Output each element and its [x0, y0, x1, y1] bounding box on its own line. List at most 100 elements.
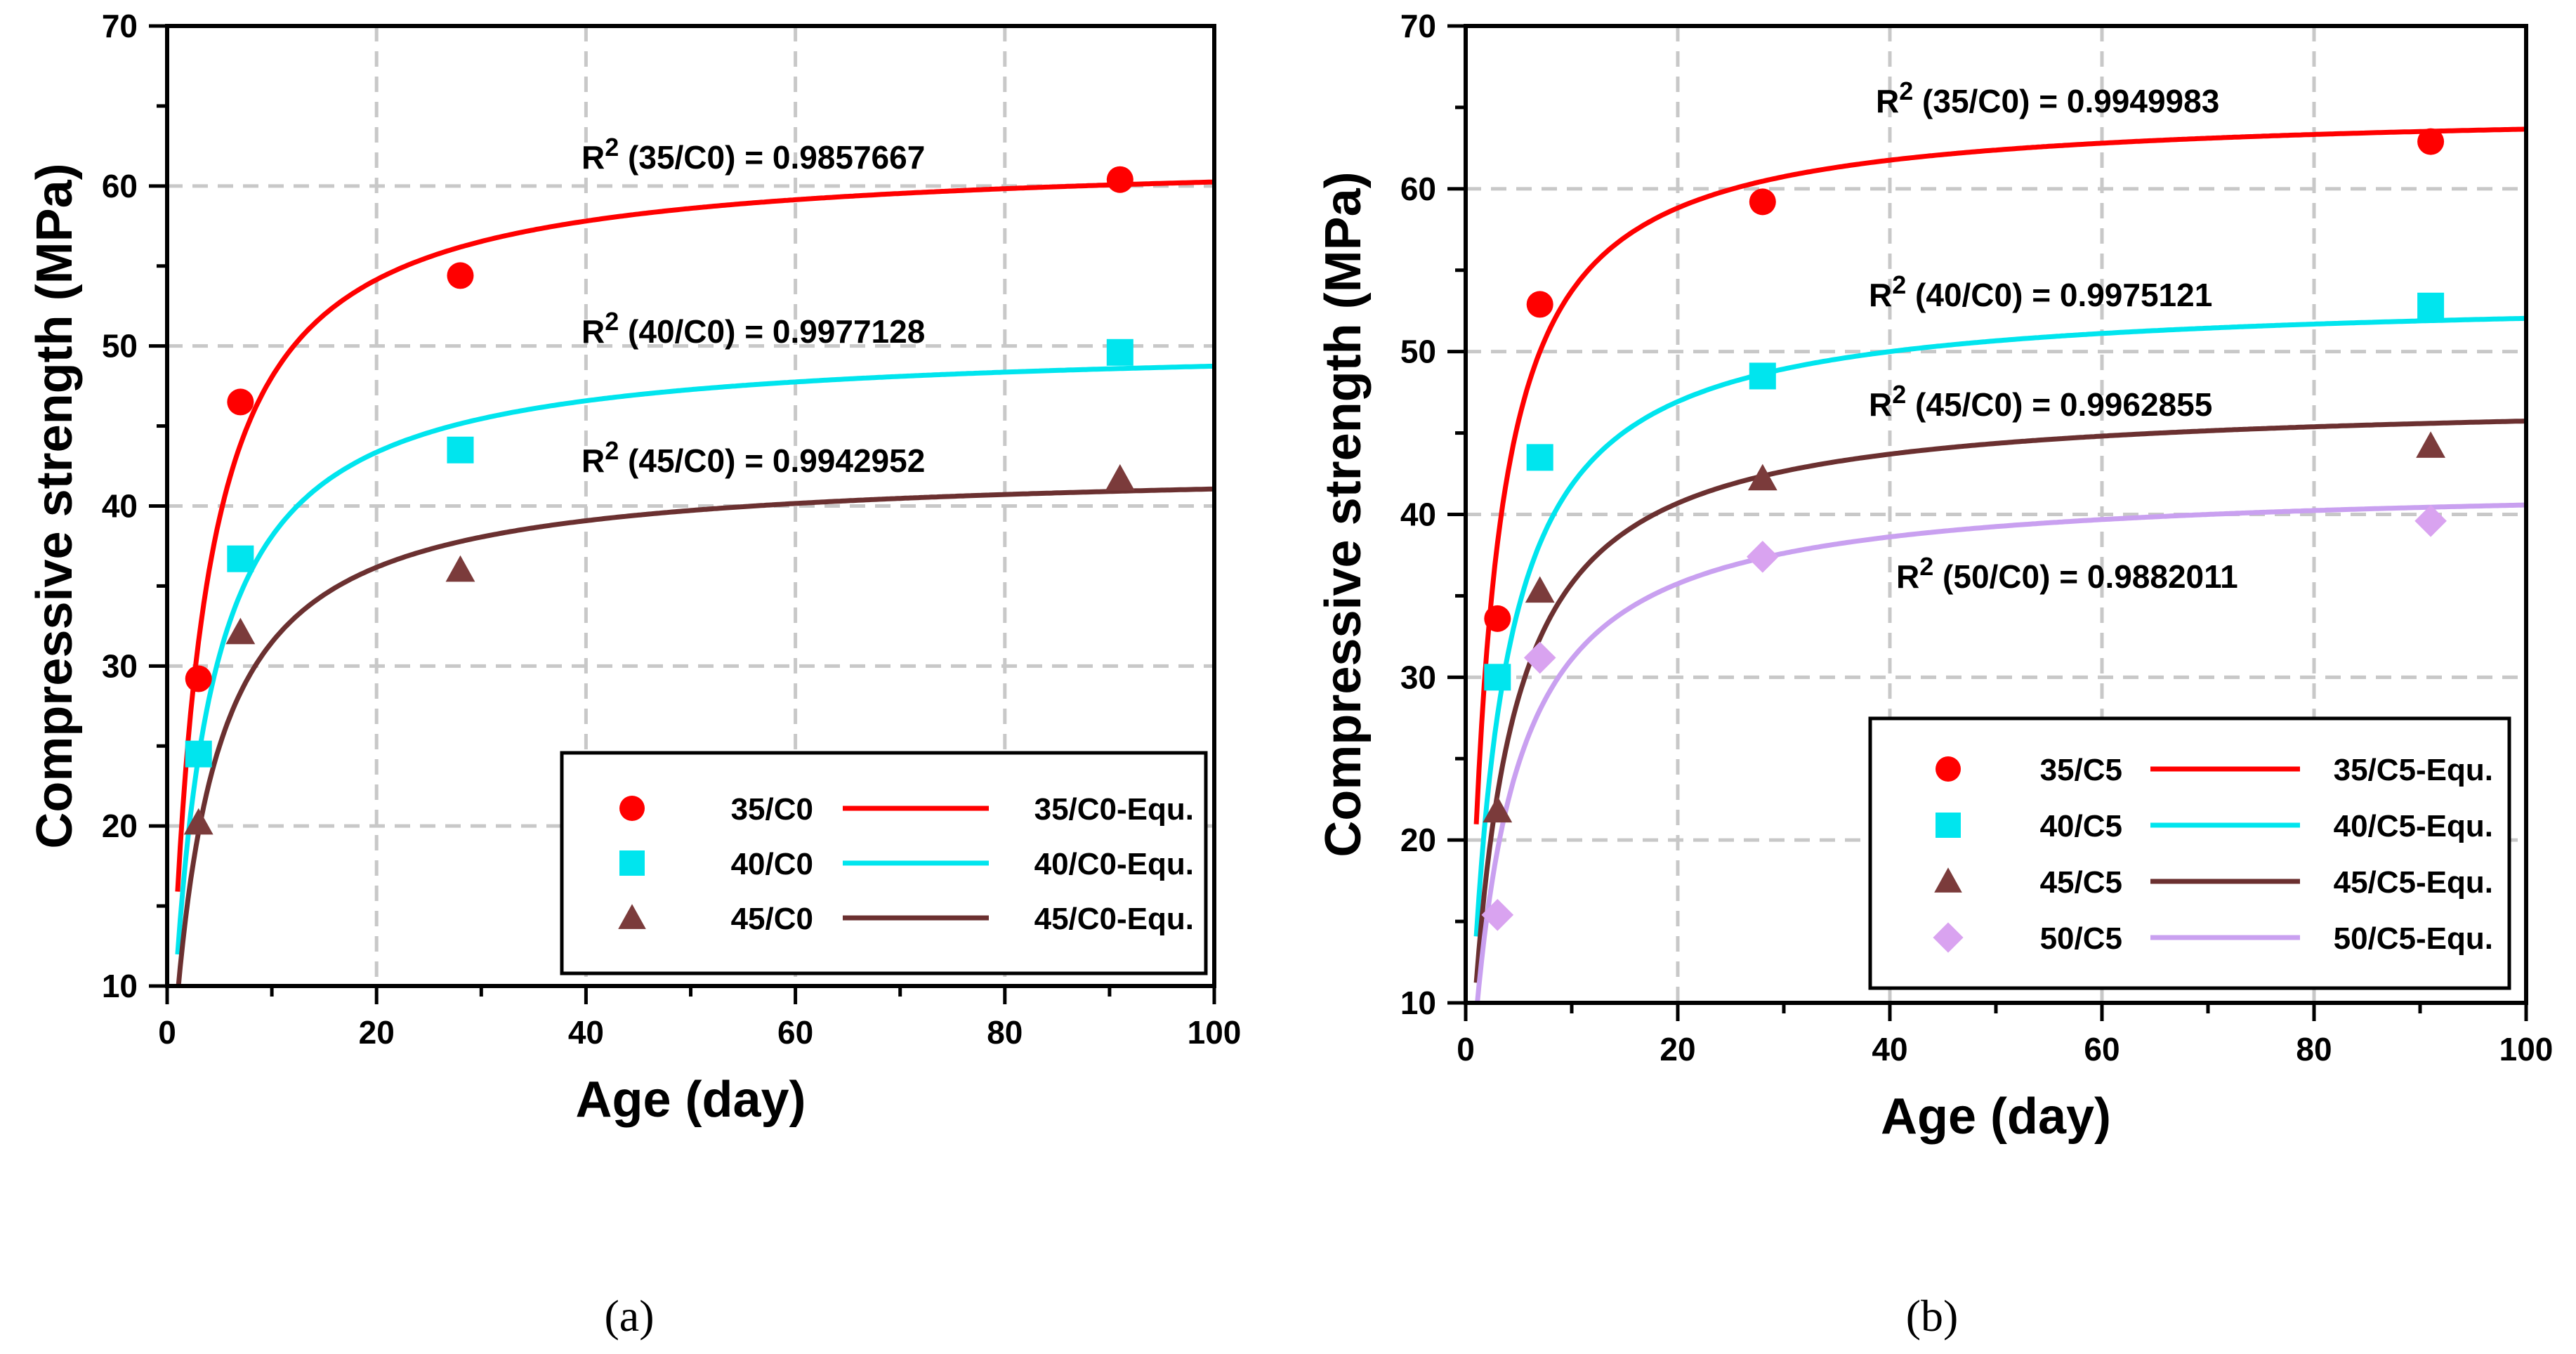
y-tick-label: 70	[102, 8, 138, 44]
legend-marker	[619, 796, 645, 821]
r-squared-annotation: R2 (45/C0) = 0.9942952	[581, 436, 925, 479]
r-squared-annotation: R2 (40/C0) = 0.9977128	[581, 307, 925, 350]
y-tick-label: 70	[1400, 8, 1436, 44]
fit-curve-40-c5	[1473, 315, 2526, 937]
fit-curve-45-c0	[176, 486, 1214, 986]
legend-label: 50/C5	[2040, 921, 2122, 956]
y-tick-label: 60	[102, 168, 138, 204]
x-tick-label: 0	[1457, 1031, 1475, 1067]
legend-label: 40/C5	[2040, 809, 2122, 843]
data-point	[183, 808, 213, 835]
fit-curves	[1473, 126, 2526, 1003]
fit-curve-45-c5	[1473, 419, 2526, 983]
x-tick-label: 100	[1188, 1014, 1242, 1051]
legend-label: 45/C5	[2040, 865, 2122, 900]
y-tick-label: 10	[102, 968, 138, 1004]
legend-label: 40/C0	[731, 847, 813, 881]
y-tick-label: 40	[102, 488, 138, 525]
fit-curve-35-c0	[175, 179, 1214, 892]
x-tick-label: 60	[2084, 1031, 2120, 1067]
data-point	[2417, 128, 2445, 155]
x-tick-label: 60	[777, 1014, 813, 1051]
legend-marker	[618, 904, 646, 929]
legend-fit-label: 35/C5-Equ.	[2334, 753, 2493, 787]
x-tick-label: 20	[359, 1014, 395, 1051]
legend-fit-label: 35/C0-Equ.	[1034, 792, 1194, 827]
legend-marker	[1936, 813, 1961, 838]
data-point	[1106, 166, 1133, 193]
data-point	[1484, 664, 1511, 691]
panel-a-caption: (a)	[604, 1291, 654, 1341]
y-tick-label: 60	[1400, 171, 1436, 207]
legend-fit-label: 50/C5-Equ.	[2334, 921, 2493, 956]
data-point	[447, 262, 474, 289]
data-point	[227, 388, 254, 416]
data-point	[447, 436, 474, 464]
fit-curve-50-c5	[1475, 502, 2526, 1003]
fit-curve-40-c0	[175, 363, 1214, 955]
y-tick-label: 20	[1400, 822, 1436, 858]
data-point	[1483, 796, 1513, 823]
data-point	[1749, 188, 1776, 216]
data-point	[1526, 444, 1553, 471]
panel-a-chart: 0 20 40 60 80 100 10 20 30 40 50 60 70 Age (day) Compr…	[27, 8, 1241, 1128]
x-tick-label: 20	[1660, 1031, 1695, 1067]
r-squared-annotation: R2 (50/C0) = 0.9882011	[1896, 552, 2238, 595]
legend-fit-label: 40/C5-Equ.	[2334, 809, 2493, 843]
y-tick-label: 30	[102, 648, 138, 684]
legend-fit-label: 40/C0-Equ.	[1034, 847, 1194, 881]
data-point	[185, 665, 212, 692]
legend: 35/C5 35/C5-Equ. 40/C5 40/C5-Equ. 45/C5 45/C5…	[1868, 716, 2511, 990]
r-squared-annotation: R2 (35/C0) = 0.9857667	[581, 133, 925, 176]
data-point	[1525, 576, 1555, 603]
data-point	[227, 545, 254, 572]
legend-label: 35/C5	[2040, 753, 2122, 787]
y-axis-title: Compressive strength (MPa)	[1315, 171, 1372, 857]
data-point	[445, 555, 475, 582]
legend-marker	[619, 850, 645, 876]
fit-curve-35-c5	[1473, 126, 2526, 824]
legend: 35/C0 35/C0-Equ. 40/C0 40/C0-Equ. 45/C0 45/C0…	[560, 751, 1208, 975]
data-point	[1523, 641, 1556, 674]
x-axis-title: Age (day)	[1881, 1089, 2111, 1145]
data-point	[1749, 362, 1776, 390]
data-points	[1481, 128, 2447, 931]
data-point	[1106, 338, 1133, 366]
ticks: 0 20 40 60 80 100 10 20 30 40 50 60 70	[1400, 8, 2554, 1067]
r-squared-annotation: R2 (45/C0) = 0.9962855	[1869, 380, 2212, 423]
panel-b-chart: 0 20 40 60 80 100 10 20 30 40 50 60 70 Age (day) Compr…	[1315, 8, 2553, 1145]
data-point	[185, 740, 212, 768]
y-tick-label: 50	[1400, 334, 1436, 370]
data-point	[2414, 504, 2447, 537]
x-tick-label: 80	[987, 1014, 1023, 1051]
legend-label: 45/C0	[731, 902, 813, 936]
data-point	[2416, 431, 2445, 458]
data-points	[183, 166, 1135, 835]
legend-box	[1868, 716, 2511, 990]
x-tick-label: 100	[2499, 1031, 2554, 1067]
legend-label: 35/C0	[731, 792, 813, 827]
y-tick-label: 40	[1400, 497, 1436, 533]
x-axis-title: Age (day)	[575, 1072, 806, 1128]
x-tick-label: 40	[568, 1014, 604, 1051]
y-tick-label: 30	[1400, 659, 1436, 695]
legend-marker	[1933, 922, 1964, 953]
data-point	[225, 617, 256, 645]
y-axis-title: Compressive strength (MPa)	[27, 163, 83, 848]
legend-fit-label: 45/C0-Equ.	[1034, 902, 1194, 936]
x-tick-label: 0	[158, 1014, 176, 1051]
data-point	[1105, 464, 1135, 491]
fit-curves	[175, 179, 1214, 986]
legend-marker	[1934, 867, 1962, 893]
data-point	[1747, 540, 1779, 573]
data-point	[2417, 292, 2445, 320]
legend-fit-label: 45/C5-Equ.	[2334, 865, 2493, 900]
panel-b-caption: (b)	[1906, 1291, 1959, 1341]
y-tick-label: 50	[102, 328, 138, 364]
r-squared-annotation: R2 (35/C0) = 0.9949983	[1876, 77, 2219, 119]
data-point	[1481, 899, 1514, 931]
x-tick-label: 80	[2296, 1031, 2332, 1067]
legend-marker	[1936, 756, 1961, 782]
data-point	[1484, 605, 1511, 632]
